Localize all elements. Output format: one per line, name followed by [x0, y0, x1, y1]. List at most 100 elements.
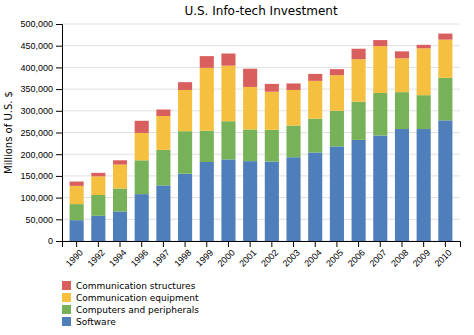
y-tick-label: 100,000 [20, 193, 53, 203]
x-tick-label: 2006 [346, 247, 367, 268]
x-tick-mark [358, 241, 359, 247]
legend-label: Communication equipment [76, 293, 199, 303]
y-tick: 350,000 [20, 84, 62, 94]
bar [373, 46, 387, 93]
bar [395, 92, 409, 129]
x-tick-mark [250, 241, 251, 247]
x-tick-label: 2007 [367, 247, 388, 268]
bar [265, 84, 279, 92]
bar [178, 174, 192, 241]
bar [330, 69, 344, 75]
x-tick-mark [336, 241, 337, 247]
bar [265, 92, 279, 130]
x-tick-label: 1997 [151, 247, 172, 268]
bar [395, 58, 409, 92]
y-tick-label: 150,000 [20, 171, 53, 181]
bar [330, 146, 344, 241]
legend-label: Software [76, 317, 116, 327]
bar [286, 83, 300, 90]
bar [352, 140, 366, 241]
bar [91, 176, 105, 195]
bar [135, 121, 149, 133]
x-tick-mark [380, 241, 381, 247]
bar [308, 119, 322, 153]
y-axis: 050,000100,000150,000200,000250,000300,0… [20, 19, 62, 246]
bar [417, 45, 431, 48]
x-tick: 2005 [324, 241, 345, 269]
bar [113, 165, 127, 189]
x-tick-mark [98, 241, 99, 247]
plot: 050,000100,000150,000200,000250,000300,0… [20, 19, 460, 268]
bar [286, 157, 300, 241]
x-tick-mark [293, 241, 294, 247]
legend-label: Communication structures [76, 281, 196, 291]
x-tick: 2000 [216, 241, 237, 269]
y-tick-mark [56, 133, 62, 134]
bar [438, 34, 452, 40]
x-tick: 2003 [281, 241, 302, 269]
y-tick: 0 [48, 236, 62, 246]
x-tick-label: 2010 [433, 247, 454, 268]
y-axis-line [56, 25, 63, 242]
x-tick: 2001 [237, 241, 258, 269]
bar [178, 82, 192, 90]
bar [352, 102, 366, 140]
legend-item: Communication structures [62, 281, 196, 291]
x-tick-mark [76, 241, 77, 247]
bar [70, 186, 84, 204]
bar-series [70, 34, 453, 186]
legend-item: Computers and peripherals [62, 305, 199, 315]
x-tick-mark [401, 241, 402, 247]
bar [286, 126, 300, 158]
x-tick-label: 2002 [259, 247, 280, 268]
bar-series [70, 78, 453, 220]
y-tick-label: 200,000 [20, 150, 53, 160]
x-tick: 2002 [259, 241, 280, 269]
bar [91, 173, 105, 176]
y-tick: 250,000 [20, 128, 62, 138]
bar [438, 78, 452, 121]
y-tick-label: 500,000 [20, 19, 53, 29]
bar [243, 161, 257, 241]
bar [200, 56, 214, 68]
x-tick: 2009 [411, 241, 432, 269]
bar [373, 93, 387, 136]
bar [243, 129, 257, 161]
grid-line [62, 24, 460, 25]
y-tick-mark [56, 67, 62, 68]
y-tick-mark [56, 89, 62, 90]
y-tick-label: 0 [48, 236, 53, 246]
bar [417, 129, 431, 241]
y-tick-mark [56, 219, 62, 220]
bar [438, 40, 452, 78]
bar-series [70, 40, 453, 204]
bar [221, 121, 235, 159]
legend-label: Computers and peripherals [76, 305, 199, 315]
x-tick-label: 1998 [172, 247, 193, 268]
y-tick-label: 250,000 [20, 128, 53, 138]
bar [156, 150, 170, 186]
y-tick-mark [56, 154, 62, 155]
x-tick: 2007 [367, 241, 388, 269]
bar [135, 133, 149, 160]
x-tick: 1994 [107, 241, 128, 269]
x-tick-label: 2004 [302, 247, 323, 268]
y-tick-label: 400,000 [20, 63, 53, 73]
bar [330, 75, 344, 111]
y-tick-mark [56, 241, 62, 242]
x-tick: 1992 [86, 241, 107, 269]
bar [156, 109, 170, 116]
bar [70, 204, 84, 220]
bar [373, 136, 387, 241]
bar [200, 131, 214, 162]
bar [221, 159, 235, 241]
bar [135, 160, 149, 194]
y-tick: 450,000 [20, 41, 62, 51]
y-tick-label: 300,000 [20, 106, 53, 116]
bar [395, 129, 409, 241]
legend-swatch [62, 293, 71, 302]
bar [352, 59, 366, 102]
title: U.S. Info-tech Investment [184, 4, 337, 18]
bar [286, 90, 300, 126]
bar [265, 130, 279, 162]
